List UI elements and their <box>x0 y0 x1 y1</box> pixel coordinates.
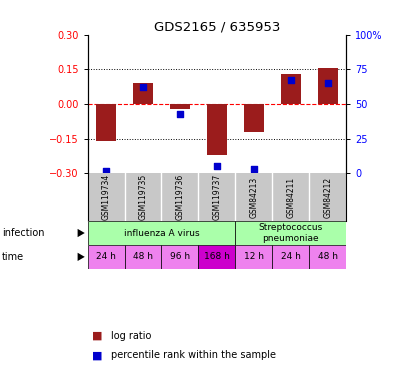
Text: GSM119737: GSM119737 <box>213 174 221 220</box>
Text: 24 h: 24 h <box>96 252 116 262</box>
Point <box>288 77 294 83</box>
Bar <box>199 245 235 269</box>
Bar <box>318 68 338 104</box>
Text: time: time <box>2 252 24 262</box>
Text: 48 h: 48 h <box>318 252 338 262</box>
Point <box>214 163 220 169</box>
Point <box>251 166 257 172</box>
Bar <box>235 245 272 269</box>
Text: 96 h: 96 h <box>170 252 190 262</box>
Point <box>177 111 183 117</box>
Point <box>325 80 331 86</box>
Text: GSM119734: GSM119734 <box>101 174 111 220</box>
Text: influenza A virus: influenza A virus <box>124 228 199 238</box>
Text: 12 h: 12 h <box>244 252 264 262</box>
Text: infection: infection <box>2 228 45 238</box>
Bar <box>235 221 346 245</box>
Text: 24 h: 24 h <box>281 252 301 262</box>
Bar <box>96 104 116 141</box>
Text: log ratio: log ratio <box>111 331 152 341</box>
Bar <box>125 245 162 269</box>
Point <box>140 84 146 90</box>
Text: GSM84211: GSM84211 <box>286 177 295 218</box>
Text: 48 h: 48 h <box>133 252 153 262</box>
Text: GSM84213: GSM84213 <box>250 177 258 218</box>
Bar <box>207 104 227 155</box>
Bar <box>162 245 199 269</box>
Text: Streptococcus
pneumoniae: Streptococcus pneumoniae <box>259 223 323 243</box>
Text: percentile rank within the sample: percentile rank within the sample <box>111 350 277 360</box>
Text: GSM119736: GSM119736 <box>176 174 184 220</box>
Title: GDS2165 / 635953: GDS2165 / 635953 <box>154 20 280 33</box>
Text: GSM84212: GSM84212 <box>323 177 332 218</box>
Text: 168 h: 168 h <box>204 252 230 262</box>
Text: ■: ■ <box>92 331 102 341</box>
Point <box>103 167 109 174</box>
Bar <box>133 83 153 104</box>
Bar <box>281 74 301 104</box>
Text: ■: ■ <box>92 350 102 360</box>
Bar <box>170 104 190 109</box>
Bar <box>309 245 346 269</box>
Bar <box>88 245 125 269</box>
Bar <box>272 245 309 269</box>
Bar <box>88 221 235 245</box>
Bar <box>244 104 264 132</box>
Text: GSM119735: GSM119735 <box>139 174 148 220</box>
